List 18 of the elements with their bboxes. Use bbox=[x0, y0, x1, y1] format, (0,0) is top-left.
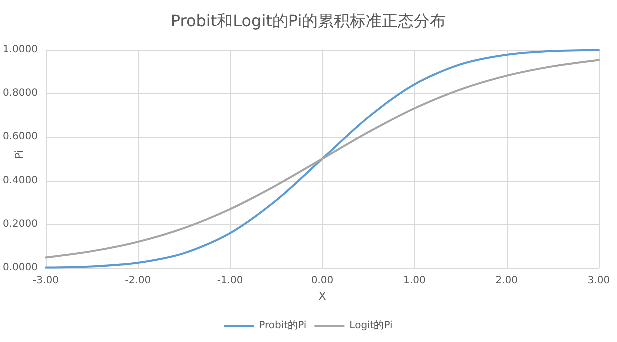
chart-title: Probit和Logit的Pi的累积标准正态分布 bbox=[170, 12, 446, 30]
x-tick-label: -2.00 bbox=[125, 276, 152, 286]
legend-label: Probit的Pi bbox=[259, 320, 307, 332]
x-tick-label: -1.00 bbox=[217, 276, 244, 286]
y-tick-label: 0.6000 bbox=[2, 132, 38, 143]
x-tick-label: 1.00 bbox=[404, 276, 426, 286]
x-tick-label: -3.00 bbox=[33, 276, 59, 286]
y-tick-label: 1.0000 bbox=[2, 44, 38, 56]
x-tick-label: 2.00 bbox=[496, 276, 518, 286]
x-tick-label: 3.00 bbox=[588, 276, 610, 286]
y-axis-title: Pi bbox=[13, 150, 26, 160]
legend-label: Logit的Pi bbox=[350, 320, 393, 332]
y-tick-label: 0.4000 bbox=[2, 175, 38, 186]
y-tick-label: 0.2000 bbox=[2, 218, 38, 230]
y-tick-label: 0.8000 bbox=[2, 88, 38, 100]
x-axis-title: X bbox=[318, 290, 327, 303]
y-tick-label: 0.0000 bbox=[2, 262, 38, 274]
x-tick-label: 0.00 bbox=[311, 276, 334, 286]
